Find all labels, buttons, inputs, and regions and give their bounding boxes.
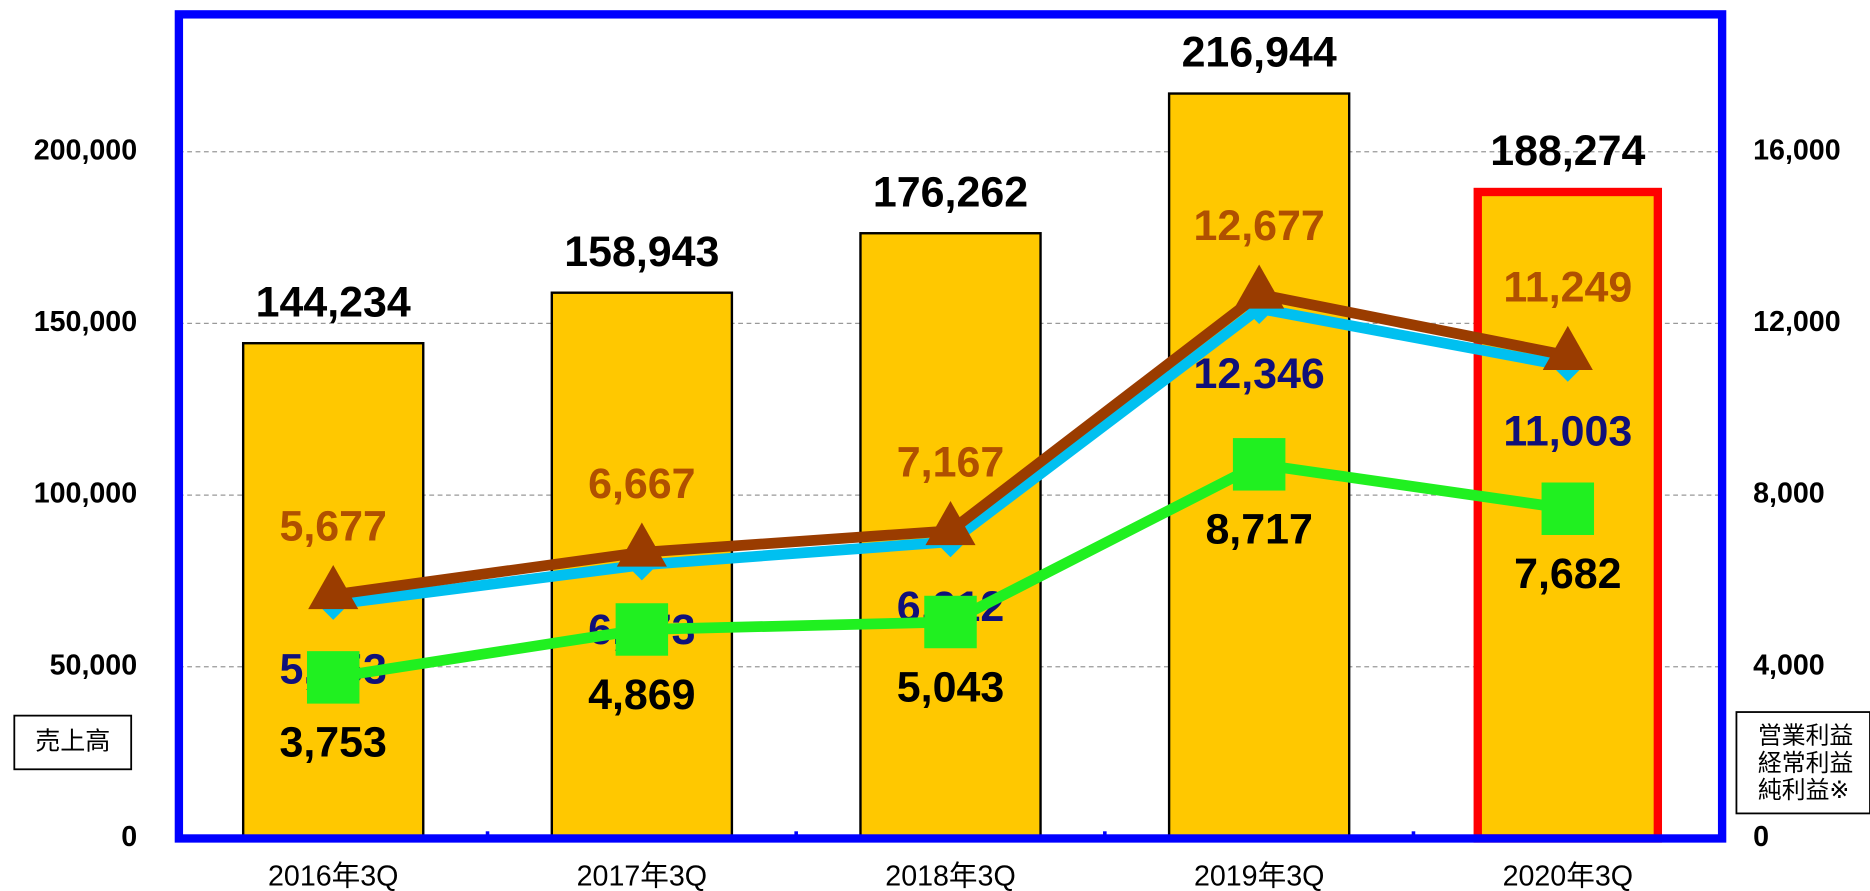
- x-tick-label: 2017年3Q: [577, 860, 707, 891]
- y-tick-label: 150,000: [34, 306, 137, 338]
- y2-axis-label: 営業利益: [1758, 722, 1853, 749]
- x-tick-label: 2018年3Q: [885, 860, 1015, 891]
- data-label: 7,167: [897, 439, 1004, 487]
- data-label: 158,943: [564, 228, 719, 276]
- x-tick-label: 2019年3Q: [1194, 860, 1324, 891]
- y-tick-label: 0: [121, 821, 137, 853]
- y-tick-label: 100,000: [34, 478, 137, 510]
- data-label: 7,682: [1514, 550, 1621, 598]
- plot-frame: [174, 10, 1727, 843]
- x-tick-label: 2016年3Q: [268, 860, 398, 891]
- marker: [924, 595, 977, 649]
- data-label: 216,944: [1182, 29, 1337, 77]
- marker: [925, 501, 976, 546]
- y2-tick-label: 16,000: [1753, 134, 1841, 166]
- data-label: 3,753: [280, 719, 387, 767]
- data-label: 176,262: [873, 168, 1028, 216]
- y2-tick-label: 8,000: [1753, 478, 1825, 510]
- marker: [308, 564, 359, 610]
- y2-tick-label: 12,000: [1753, 306, 1841, 338]
- y-label-box: [13, 714, 133, 771]
- data-label: 8,717: [1205, 506, 1312, 554]
- data-label: 11,249: [1503, 263, 1632, 311]
- data-label: 144,234: [256, 278, 411, 326]
- marker: [616, 522, 667, 567]
- data-label: 12,346: [1194, 350, 1325, 398]
- marker: [306, 651, 360, 704]
- y2-tick-label: 4,000: [1753, 649, 1825, 681]
- marker: [1542, 325, 1593, 370]
- data-label: 188,274: [1490, 127, 1645, 175]
- marker: [1232, 438, 1286, 491]
- y2-axis-label: 純利益※: [1758, 777, 1850, 804]
- y-tick-label: 200,000: [34, 134, 137, 166]
- marker: [1541, 482, 1595, 535]
- y-axis-label: 売上高: [35, 728, 110, 756]
- marker: [615, 603, 669, 656]
- y2-tick-label: 0: [1753, 821, 1769, 853]
- data-label: 5,677: [280, 503, 387, 551]
- y2-label-box: [1735, 711, 1870, 815]
- data-label: 5,043: [897, 663, 1004, 711]
- data-label: 4,869: [588, 671, 695, 719]
- y2-axis-label: 経常利益: [1758, 750, 1853, 777]
- marker: [1234, 264, 1285, 309]
- x-tick-label: 2020年3Q: [1503, 860, 1633, 891]
- y-tick-label: 50,000: [50, 649, 138, 681]
- data-label: 6,667: [588, 460, 695, 508]
- data-label: 12,677: [1194, 202, 1325, 250]
- data-label: 11,003: [1503, 408, 1632, 456]
